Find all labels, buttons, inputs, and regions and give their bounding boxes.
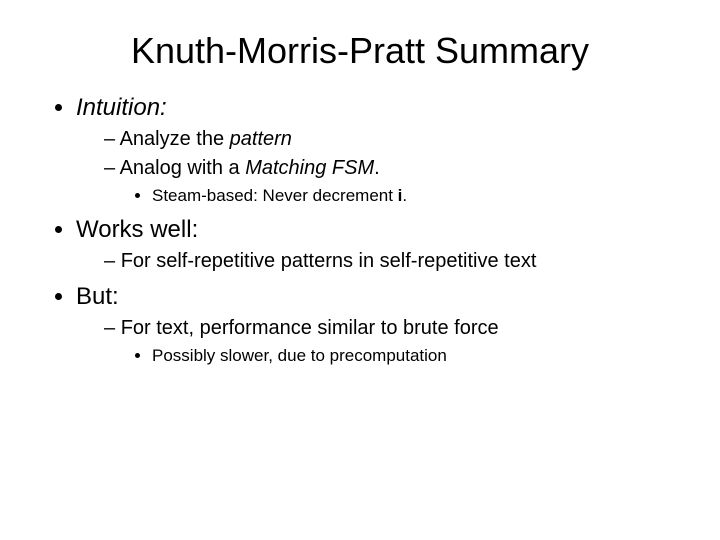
sublist: For self-repetitive patterns in self-rep…: [76, 250, 680, 273]
subsub-steam-based: Steam-based: Never decrement i.: [152, 186, 680, 206]
bullet-list: Intuition: Analyze the pattern Analog wi…: [40, 94, 680, 366]
slide: Knuth-Morris-Pratt Summary Intuition: An…: [0, 0, 720, 540]
sub-self-repetitive: For self-repetitive patterns in self-rep…: [104, 250, 680, 273]
text: Analog with a: [120, 157, 246, 179]
sublist: Analyze the pattern Analog with a Matchi…: [76, 128, 680, 206]
text: For text, performance similar to brute f…: [121, 317, 499, 339]
subsub-precomputation: Possibly slower, due to precomputation: [152, 346, 680, 366]
text: Possibly slower, due to precomputation: [152, 346, 447, 365]
subsublist: Possibly slower, due to precomputation: [104, 346, 680, 366]
slide-title: Knuth-Morris-Pratt Summary: [40, 30, 680, 72]
bullet-but: But: For text, performance similar to br…: [76, 283, 680, 366]
bullet-intuition: Intuition: Analyze the pattern Analog wi…: [76, 94, 680, 206]
sub-analyze-pattern: Analyze the pattern: [104, 128, 680, 151]
em-text: pattern: [230, 128, 292, 150]
sublist: For text, performance similar to brute f…: [76, 317, 680, 366]
text-suffix: .: [374, 157, 380, 179]
em-text: Matching FSM: [245, 157, 374, 179]
text: Steam-based: Never decrement: [152, 186, 398, 205]
subsublist: Steam-based: Never decrement i.: [104, 186, 680, 206]
text: For self-repetitive patterns in self-rep…: [121, 250, 537, 272]
text-suffix: .: [402, 186, 407, 205]
bullet-label: But:: [76, 283, 119, 310]
bullet-works-well: Works well: For self-repetitive patterns…: [76, 216, 680, 273]
bullet-label: Intuition:: [76, 94, 167, 121]
sub-analog-fsm: Analog with a Matching FSM. Steam-based:…: [104, 157, 680, 206]
sub-brute-force: For text, performance similar to brute f…: [104, 317, 680, 366]
text: Analyze the: [120, 128, 230, 150]
bullet-label: Works well:: [76, 216, 198, 243]
